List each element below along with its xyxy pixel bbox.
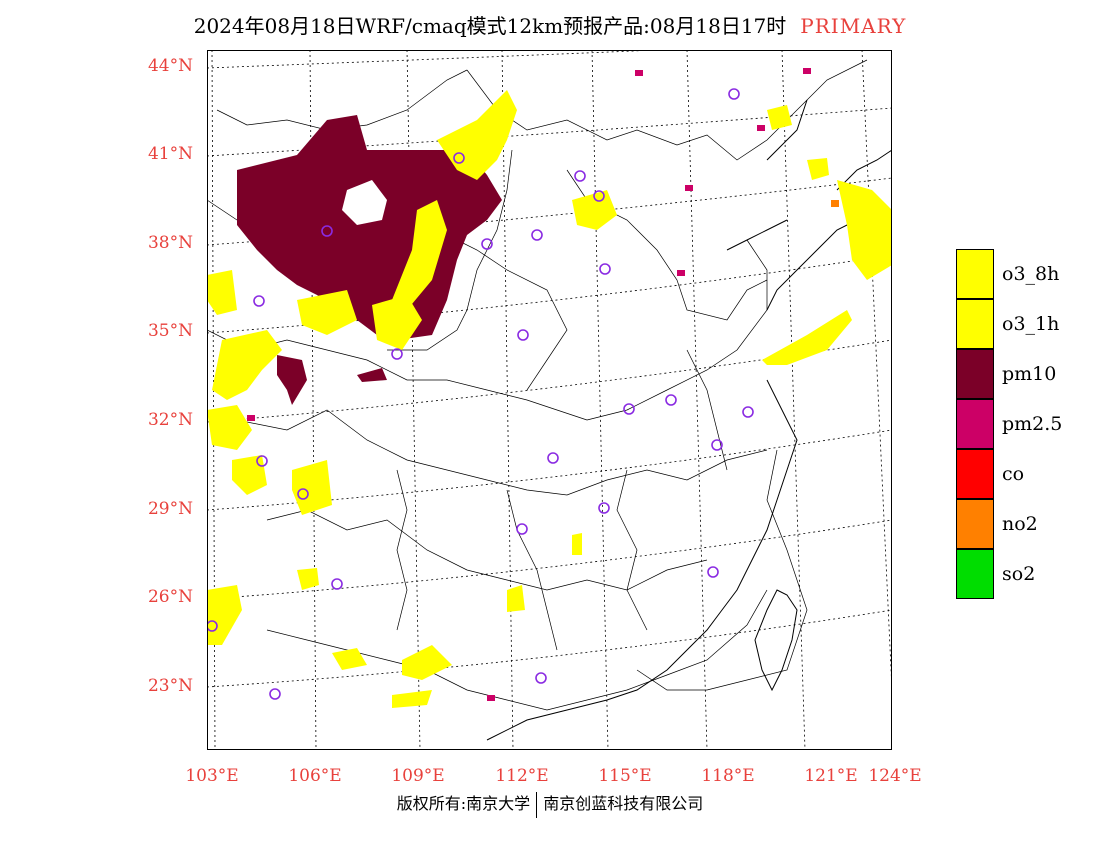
station-marker (331, 578, 343, 590)
clear-area (342, 180, 387, 225)
title-tag: PRIMARY (800, 14, 907, 38)
legend-label: pm2.5 (1002, 413, 1063, 435)
station-marker (517, 329, 529, 341)
lat-label-44: 44°N (147, 56, 193, 76)
coastline (486, 99, 892, 741)
lon-label-115: 115°E (598, 766, 652, 786)
legend-label: o3_8h (1002, 263, 1060, 285)
legend-item-o3-8h: o3_8h (956, 249, 1076, 299)
lon-label-112: 112°E (495, 766, 549, 786)
legend-item-pm25: pm2.5 (956, 399, 1076, 449)
copyright-footer: 版权所有:南京大学 南京创蓝科技有限公司 (0, 790, 1100, 818)
legend-item-pm10: pm10 (956, 349, 1076, 399)
lat-label-32: 32°N (147, 410, 193, 430)
lat-label-23: 23°N (147, 676, 193, 696)
legend-item-no2: no2 (956, 499, 1076, 549)
station-marker (593, 190, 605, 202)
legend-swatch (956, 399, 994, 449)
station-marker (207, 620, 218, 632)
map-canvas[interactable] (207, 50, 892, 750)
legend-item-o3-1h: o3_1h (956, 299, 1076, 349)
station-marker (742, 406, 754, 418)
legend: o3_8h o3_1h pm10 pm2.5 co no2 so2 (956, 249, 1076, 599)
legend-swatch (956, 449, 994, 499)
lat-label-35: 35°N (147, 321, 193, 341)
footer-left: 版权所有:南京大学 (396, 794, 531, 813)
station-marker (516, 523, 528, 535)
lat-label-29: 29°N (147, 499, 193, 519)
station-marker (453, 152, 465, 164)
station-marker (535, 672, 547, 684)
station-marker (391, 348, 403, 360)
legend-item-co: co (956, 449, 1076, 499)
legend-label: o3_1h (1002, 313, 1060, 335)
no2-spot (831, 200, 839, 207)
station-marker (321, 225, 333, 237)
pm25-layer (247, 68, 811, 701)
station-marker (711, 439, 723, 451)
footer-right: 南京创蓝科技有限公司 (543, 794, 704, 813)
lat-label-26: 26°N (147, 587, 193, 607)
lon-label-121: 121°E (804, 766, 858, 786)
station-marker (728, 88, 740, 100)
station-marker (547, 452, 559, 464)
legend-label: so2 (1002, 563, 1036, 585)
monitoring-stations (207, 88, 754, 700)
station-marker (623, 403, 635, 415)
lon-label-124: 124°E (868, 766, 922, 786)
footer-divider (536, 791, 538, 818)
lon-label-118: 118°E (701, 766, 755, 786)
title-main: 2024年08月18日WRF/cmaq模式12km预报产品:08月18日17时 (193, 14, 787, 38)
station-marker (253, 295, 265, 307)
pm10-layer (237, 115, 502, 405)
legend-swatch (956, 249, 994, 299)
station-marker (599, 263, 611, 275)
lon-label-109: 109°E (391, 766, 445, 786)
map-panel[interactable] (207, 50, 892, 750)
station-marker (297, 488, 309, 500)
station-marker (256, 455, 268, 467)
legend-swatch (956, 299, 994, 349)
legend-swatch (956, 549, 994, 599)
legend-label: co (1002, 463, 1025, 485)
station-marker (531, 229, 543, 241)
lat-label-38: 38°N (147, 233, 193, 253)
station-marker (574, 170, 586, 182)
lon-label-106: 106°E (288, 766, 342, 786)
taiwan-outline (754, 589, 798, 692)
legend-label: no2 (1002, 513, 1038, 535)
legend-swatch (956, 349, 994, 399)
station-marker (269, 688, 281, 700)
legend-swatch (956, 499, 994, 549)
map-title: 2024年08月18日WRF/cmaq模式12km预报产品:08月18日17时 P… (0, 10, 1100, 39)
station-marker (598, 502, 610, 514)
station-marker (707, 566, 719, 578)
lat-label-41: 41°N (147, 144, 193, 164)
o3-layer (207, 90, 892, 708)
legend-label: pm10 (1002, 363, 1057, 385)
station-marker (665, 394, 677, 406)
station-marker (481, 238, 493, 250)
legend-item-so2: so2 (956, 549, 1076, 599)
lon-label-103: 103°E (185, 766, 239, 786)
